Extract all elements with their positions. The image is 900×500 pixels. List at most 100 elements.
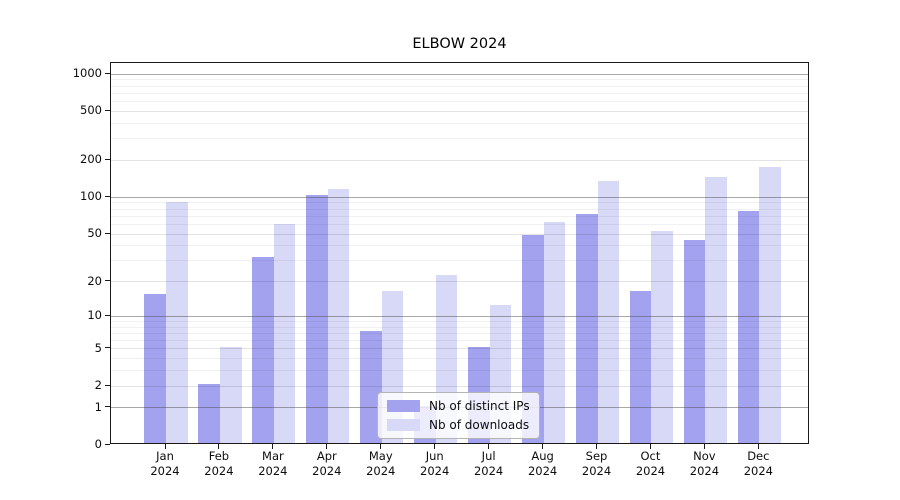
x-tick-month: Feb bbox=[208, 449, 230, 463]
x-tick bbox=[488, 444, 490, 449]
bar-downloads-apr bbox=[327, 188, 350, 443]
x-tick bbox=[757, 444, 759, 449]
y-tick bbox=[105, 314, 110, 316]
bar-ips-dec bbox=[737, 211, 760, 443]
x-tick-month: Jan bbox=[156, 449, 174, 463]
y-tick-label: 50 bbox=[87, 226, 102, 241]
bar-ips-mar bbox=[252, 257, 274, 443]
x-tick-label: Jul 2024 bbox=[462, 449, 516, 479]
x-tick-year: 2024 bbox=[473, 464, 504, 478]
legend-label-downloads: Nb of downloads bbox=[429, 418, 530, 432]
x-tick-month: Nov bbox=[693, 449, 716, 463]
bar-downloads-sep bbox=[597, 181, 620, 443]
x-tick bbox=[218, 444, 220, 449]
bar-ips-aug bbox=[521, 235, 544, 443]
x-tick-label: May 2024 bbox=[354, 449, 408, 479]
y-tick bbox=[105, 195, 110, 197]
x-tick-month: Dec bbox=[747, 449, 770, 463]
x-tick-year: 2024 bbox=[150, 464, 180, 478]
x-tick-month: Jun bbox=[425, 449, 444, 463]
x-tick bbox=[272, 444, 274, 449]
legend-swatch-distinct-ips bbox=[387, 400, 420, 412]
bar-ips-feb bbox=[198, 384, 220, 443]
x-tick bbox=[703, 444, 705, 449]
x-tick-label: Jun 2024 bbox=[408, 449, 462, 479]
chart-title: ELBOW 2024 bbox=[412, 36, 507, 52]
bars-layer bbox=[111, 63, 808, 443]
x-tick-year: 2024 bbox=[743, 464, 773, 478]
y-tick-label: 2 bbox=[94, 378, 102, 393]
y-tick bbox=[105, 347, 110, 349]
bar-downloads-feb bbox=[219, 346, 242, 443]
x-tick-year: 2024 bbox=[204, 464, 234, 478]
x-tick-label: Aug 2024 bbox=[516, 449, 570, 479]
x-tick-label: Oct 2024 bbox=[623, 449, 677, 479]
legend-item-downloads: Nb of downloads bbox=[387, 418, 530, 432]
x-tick-month: May bbox=[368, 449, 393, 463]
x-tick bbox=[326, 444, 328, 449]
x-tick-label: Feb 2024 bbox=[192, 449, 246, 479]
y-tick bbox=[105, 384, 110, 386]
x-tick-label: Mar 2024 bbox=[246, 449, 300, 479]
legend-item-distinct-ips: Nb of distinct IPs bbox=[387, 399, 530, 413]
x-tick bbox=[380, 444, 382, 449]
x-tick-label: Jan 2024 bbox=[138, 449, 192, 479]
x-tick-year: 2024 bbox=[581, 464, 612, 478]
y-tick bbox=[105, 406, 110, 408]
y-tick bbox=[105, 72, 110, 74]
x-tick-year: 2024 bbox=[635, 464, 666, 478]
bar-ips-nov bbox=[683, 240, 706, 443]
legend-swatch-downloads bbox=[387, 419, 420, 431]
x-tick-month: Aug bbox=[531, 449, 554, 463]
x-tick-month: Sep bbox=[585, 449, 608, 463]
bar-downloads-nov bbox=[705, 176, 727, 443]
x-tick-year: 2024 bbox=[312, 464, 342, 478]
bar-ips-sep bbox=[575, 214, 598, 443]
x-tick-label: Dec 2024 bbox=[731, 449, 785, 479]
y-tick-label: 20 bbox=[87, 273, 102, 288]
bar-downloads-mar bbox=[273, 224, 296, 443]
bar-ips-apr bbox=[306, 195, 328, 443]
x-tick bbox=[542, 444, 544, 449]
plot-area bbox=[110, 62, 809, 444]
x-tick-label: Sep 2024 bbox=[570, 449, 624, 479]
x-tick-year: 2024 bbox=[366, 464, 396, 478]
y-tick bbox=[105, 109, 110, 111]
x-tick-year: 2024 bbox=[689, 464, 720, 478]
x-tick bbox=[596, 444, 598, 449]
x-tick-year: 2024 bbox=[527, 464, 558, 478]
y-tick-label: 500 bbox=[80, 103, 102, 118]
x-tick-label: Apr 2024 bbox=[300, 449, 354, 479]
y-tick-label: 200 bbox=[80, 152, 102, 167]
x-tick-month: Oct bbox=[640, 449, 661, 463]
y-tick-label: 0 bbox=[94, 437, 102, 451]
bar-ips-may bbox=[360, 331, 382, 443]
x-tick-month: Mar bbox=[262, 449, 284, 463]
bar-downloads-jan bbox=[166, 202, 188, 443]
x-tick bbox=[164, 444, 166, 449]
y-tick bbox=[105, 443, 110, 445]
y-tick-label: 5 bbox=[94, 340, 102, 355]
x-tick-month: Jul bbox=[481, 449, 496, 463]
y-tick-label: 10 bbox=[87, 308, 102, 323]
y-tick bbox=[105, 280, 110, 282]
x-tick bbox=[434, 444, 436, 449]
y-tick-label: 1000 bbox=[72, 66, 102, 81]
bar-ips-oct bbox=[629, 291, 652, 443]
bar-downloads-dec bbox=[759, 166, 781, 443]
y-tick bbox=[105, 232, 110, 234]
legend-label-distinct-ips: Nb of distinct IPs bbox=[429, 399, 530, 413]
bar-ips-jan bbox=[144, 294, 166, 443]
x-tick-month: Apr bbox=[316, 449, 337, 463]
y-tick bbox=[105, 158, 110, 160]
bar-downloads-oct bbox=[651, 231, 674, 443]
x-tick-label: Nov 2024 bbox=[677, 449, 731, 479]
x-tick-year: 2024 bbox=[258, 464, 288, 478]
bar-downloads-aug bbox=[543, 222, 566, 443]
y-tick-label: 100 bbox=[80, 189, 102, 204]
x-tick bbox=[649, 444, 651, 449]
legend: Nb of distinct IPs Nb of downloads bbox=[377, 392, 540, 439]
x-tick-year: 2024 bbox=[420, 464, 450, 478]
y-tick-label: 1 bbox=[94, 399, 102, 414]
